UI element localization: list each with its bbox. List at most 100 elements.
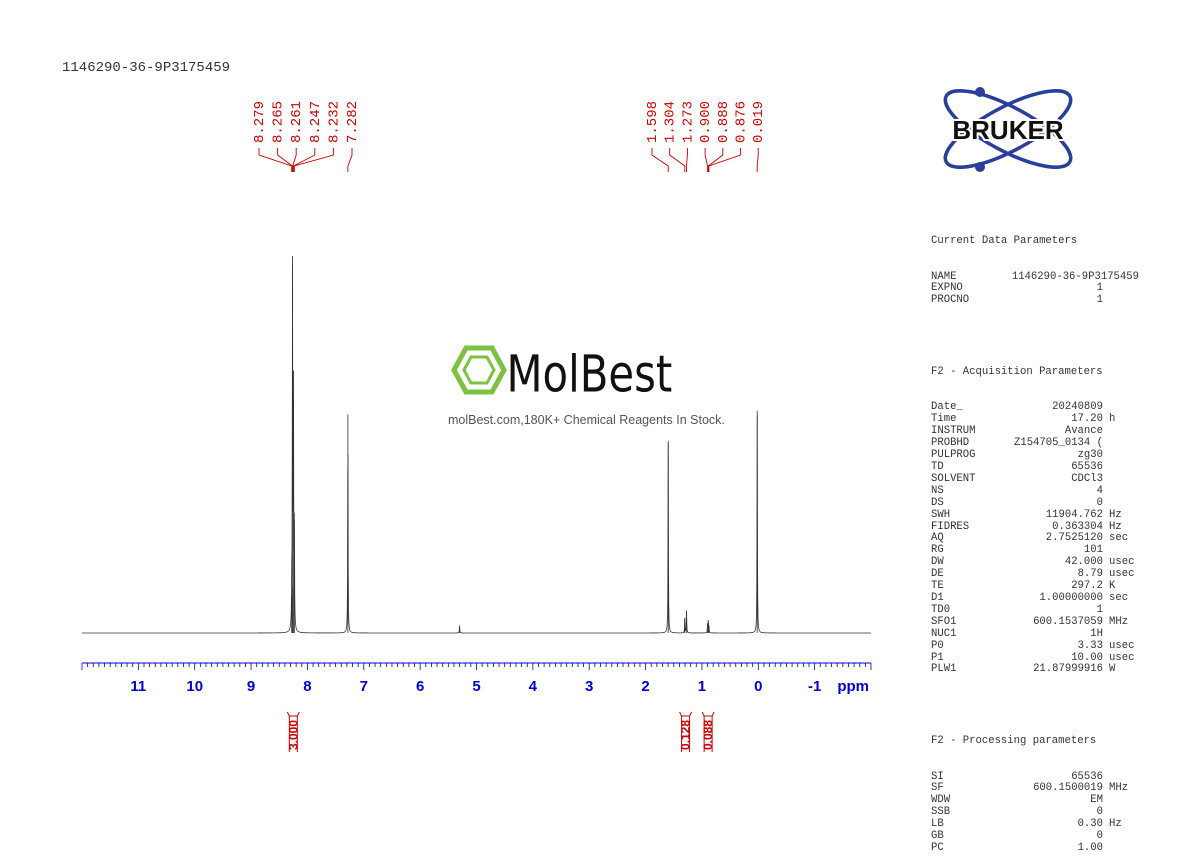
current-params-title: Current Data Parameters [931, 234, 1078, 247]
param-name: SWH [931, 508, 951, 521]
param-name: WDW [931, 794, 951, 807]
x-tick-label: 3 [585, 678, 593, 695]
integral-value: 0.128 [679, 720, 693, 750]
param-name: TD [931, 461, 944, 474]
param-value: 0 [1096, 830, 1103, 843]
param-unit: sec [1109, 591, 1129, 604]
param-row: Time 17.20 h [931, 413, 1139, 426]
param-value: 1146290-36-9P3175459 [1011, 270, 1139, 283]
param-value: 1.00000000 [1039, 591, 1103, 604]
param-row: PROCNO 1 [931, 294, 1139, 307]
param-unit: MHz [1109, 615, 1129, 628]
x-tick-label: 10 [186, 678, 203, 695]
param-value: 2.7525120 [1045, 532, 1103, 545]
param-value: 1 [1096, 282, 1103, 295]
param-value: 0 [1096, 496, 1103, 509]
param-name: DE [931, 568, 944, 581]
peak-label: 8.232 [326, 101, 342, 143]
param-unit: MHz [1109, 782, 1129, 795]
processing-params-list: SI 65536 SF 600.1500019 MHz WDW EM SSB 0 LB 0.30 Hz… [931, 770, 1139, 855]
integral-value: 3.000 [286, 720, 300, 750]
param-name: Date_ [931, 401, 963, 414]
param-row: FIDRES 0.363304 Hz [931, 521, 1139, 534]
param-row: D1 1.00000000 sec [931, 591, 1139, 605]
integral-value: 0.088 [701, 720, 715, 750]
param-value: 1H [1090, 627, 1103, 640]
peak-label-connector [292, 148, 297, 172]
x-tick-label: 6 [416, 678, 424, 695]
param-row: NAME 1146290-36-9P3175459 [931, 270, 1139, 284]
param-name: PLW1 [931, 663, 957, 676]
x-tick-label: 11 [130, 678, 146, 695]
param-row: SFO1 600.1537059 MHz [931, 615, 1139, 629]
integral-bracket [679, 711, 693, 717]
param-unit: Hz [1109, 508, 1122, 521]
param-row: TD 65536 [931, 461, 1139, 474]
peak-label-connector [707, 148, 724, 172]
peak-label-connector [293, 148, 316, 172]
bruker-logo: BRUKER [943, 87, 1073, 172]
param-value: 11904.762 [1045, 508, 1103, 521]
param-name: PULPROG [931, 449, 976, 462]
integral-bracket [701, 711, 715, 717]
param-name: RG [931, 544, 944, 557]
param-value: 8.79 [1077, 568, 1103, 581]
param-value: 297.2 [1071, 580, 1103, 593]
param-name: TD0 [931, 603, 951, 616]
param-name: PROCNO [931, 294, 970, 307]
peak-label-connector [258, 148, 293, 172]
param-name: DW [931, 556, 944, 569]
watermark-tagline: molBest.com,180K+ Chemical Reagents In S… [448, 413, 725, 427]
peak-label-connector [756, 148, 759, 172]
param-value: 10.00 [1071, 651, 1103, 664]
param-name: D1 [931, 591, 944, 604]
x-tick-label: -1 [808, 678, 821, 695]
peak-label-connector [669, 148, 686, 172]
param-row: DW 42.000 usec [931, 556, 1139, 569]
peak-label-connector [277, 148, 293, 172]
param-unit: Hz [1109, 818, 1122, 831]
x-tick-label: 4 [529, 678, 538, 695]
param-name: GB [931, 830, 944, 843]
param-row: TD0 1 [931, 603, 1139, 617]
param-value: 65536 [1071, 461, 1103, 474]
param-name: Time [931, 413, 957, 426]
spectrum-trace [82, 255, 871, 634]
acquisition-params-title: F2 - Acquisition Parameters [931, 365, 1103, 378]
param-name: INSTRUM [931, 425, 976, 438]
param-row: TE 297.2 K [931, 580, 1139, 593]
param-value: 0 [1096, 806, 1103, 819]
param-unit: usec [1109, 639, 1135, 652]
param-value: 3.33 [1077, 639, 1103, 652]
param-row: INSTRUM Avance [931, 425, 1139, 438]
param-name: SF [931, 782, 944, 795]
peak-label: 1.273 [680, 101, 696, 143]
param-value: 1 [1096, 603, 1103, 616]
param-unit: sec [1109, 532, 1129, 545]
param-value: Avance [1064, 425, 1103, 438]
param-name: P1 [931, 651, 944, 664]
param-row: PLW1 21.87999916 W [931, 664, 1139, 676]
param-unit: W [1109, 663, 1116, 676]
param-value: 65536 [1071, 770, 1103, 783]
param-value: CDCl3 [1071, 472, 1103, 485]
peak-label: 0.888 [716, 101, 732, 143]
logo-text: BRUKER [952, 115, 1063, 145]
param-row: AQ 2.7525120 sec [931, 533, 1139, 545]
param-row: PROBHD Z154705_0134 ( [931, 437, 1139, 450]
param-row: EXPNO 1 [931, 283, 1139, 295]
peak-label: 1.304 [663, 101, 679, 143]
x-axis-label: ppm [837, 678, 869, 695]
param-value: 20240809 [1052, 401, 1103, 414]
param-row: NS 4 [931, 485, 1139, 498]
param-row: RG 101 [931, 544, 1139, 557]
param-value: 21.87999916 [1033, 663, 1103, 676]
param-name: SSB [931, 806, 951, 819]
param-row: P1 10.00 usec [931, 651, 1139, 665]
peak-label-connector [708, 148, 741, 172]
acquisition-parameters-panel: Current Data Parameters NAME 1146290-36-9… [931, 212, 1139, 867]
param-name: NAME [931, 270, 957, 283]
peak-label: 8.247 [308, 101, 324, 143]
x-tick-label: 7 [360, 678, 368, 695]
